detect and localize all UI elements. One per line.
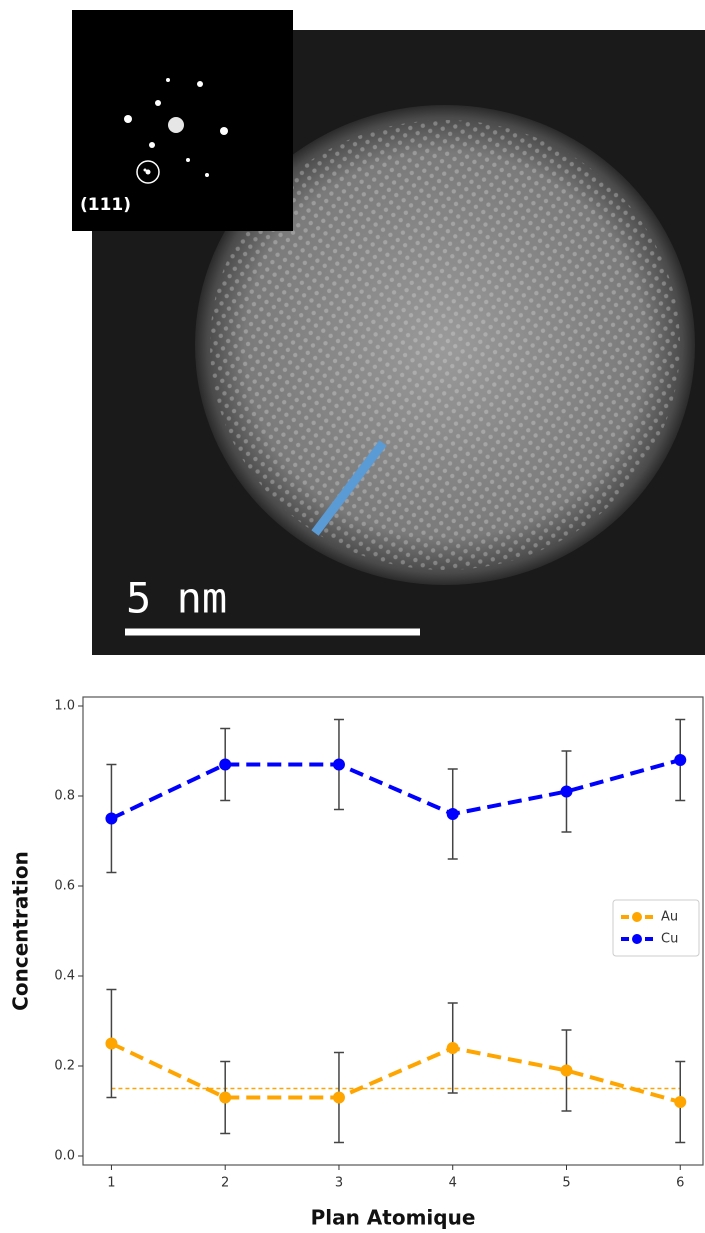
y-tick-label: 1.0 [54, 699, 75, 714]
marker [674, 754, 687, 766]
marker [332, 758, 345, 771]
x-tick-label: 2 [221, 1176, 229, 1191]
spot-marker [136, 160, 160, 184]
marker [105, 1037, 118, 1050]
marker [219, 758, 232, 771]
y-tick-label: 0.2 [54, 1059, 75, 1074]
marker [105, 812, 118, 825]
y-axis-label: Concentration [9, 851, 33, 1011]
marker [560, 785, 573, 798]
plot-frame [82, 696, 704, 1166]
legend-marker [632, 934, 642, 944]
marker [674, 1096, 687, 1108]
x-tick-label: 1 [107, 1176, 115, 1191]
y-tick-label: 0.0 [54, 1149, 75, 1164]
tem-image: 5 nm (111) [72, 10, 705, 655]
marker [446, 808, 459, 820]
x-tick-label: 6 [676, 1176, 684, 1191]
legend-label: Au [661, 910, 678, 925]
marker [332, 1091, 345, 1104]
legend-box [612, 899, 700, 957]
series-line [110, 1041, 681, 1104]
legend-marker [632, 912, 642, 922]
y-tick-label: 0.6 [54, 879, 75, 894]
scale-label: 5 nm [126, 574, 227, 623]
series-line [110, 758, 681, 821]
marker [446, 1042, 459, 1054]
marker [219, 1091, 232, 1104]
x-axis-label: Plan Atomique [311, 1206, 476, 1230]
y-tick-label: 0.8 [54, 789, 75, 804]
lattice [210, 120, 680, 570]
y-tick-label: 0.4 [54, 969, 75, 984]
profile-line [311, 440, 387, 536]
legend-label: Cu [661, 932, 678, 947]
inset-label: (111) [80, 195, 131, 215]
x-tick-label: 4 [449, 1176, 457, 1191]
chart: 0.0 0.2 0.4 0.6 0.8 1.0 1 2 3 4 5 6 Plan Atomique Con… [9, 696, 704, 1230]
x-tick-label: 3 [335, 1176, 343, 1191]
marker [560, 1064, 573, 1077]
diffraction-spots [124, 78, 228, 177]
x-tick-label: 5 [562, 1176, 570, 1191]
